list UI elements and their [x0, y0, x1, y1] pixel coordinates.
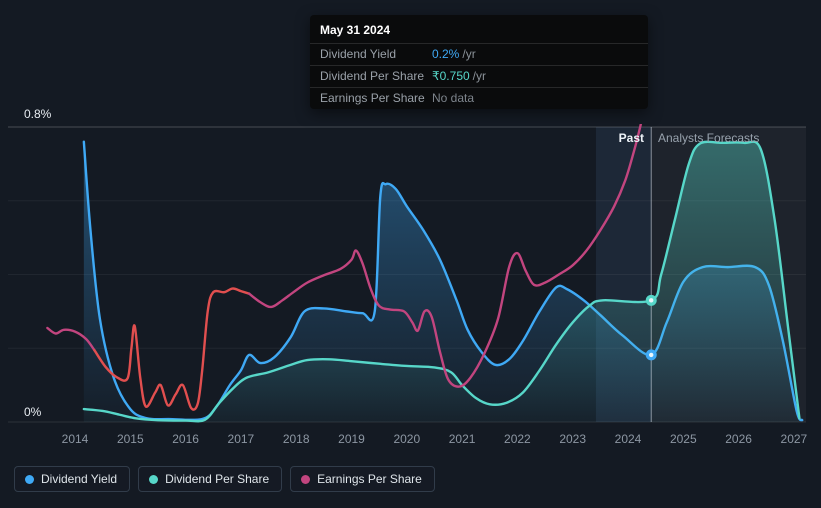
tooltip-row-dividend-per-share: Dividend Per Share ₹0.750 /yr [310, 65, 648, 87]
analysts-forecasts-label: Analysts Forecasts [658, 131, 760, 145]
earnings-per-share-dot-icon [301, 474, 311, 484]
legend-label: Dividend Yield [41, 472, 118, 486]
dividend-yield-value-marker-center [649, 352, 654, 358]
dividend-per-share-area [83, 141, 800, 422]
chart-tooltip: May 31 2024 Dividend Yield 0.2% /yr Divi… [310, 15, 648, 109]
tooltip-label: Dividend Yield [320, 47, 397, 61]
legend-item-dividend-yield[interactable]: Dividend Yield [14, 466, 131, 492]
dividend-per-share-value-marker-center [649, 298, 654, 303]
y-axis-top-label: 0.8% [24, 107, 52, 121]
tooltip-date: May 31 2024 [320, 23, 391, 37]
tooltip-value-suffix: /yr [462, 47, 476, 61]
legend-item-dividend-per-share[interactable]: Dividend Per Share [138, 466, 283, 492]
tooltip-row-earnings-per-share: Earnings Per Share No data [310, 87, 648, 109]
dividend-per-share-dot-icon [149, 474, 159, 484]
dividend-yield-dot-icon [25, 474, 34, 484]
tooltip-value-suffix: /yr [472, 69, 487, 83]
legend-item-earnings-per-share[interactable]: Earnings Per Share [290, 466, 435, 492]
earnings-per-share-line [46, 326, 96, 352]
tooltip-row-dividend-yield: Dividend Yield 0.2% /yr [310, 43, 648, 65]
chart-legend: Dividend Yield Dividend Per Share Earnin… [14, 466, 435, 492]
y-axis-bottom-label: 0% [24, 405, 42, 419]
tooltip-value: No data [432, 91, 475, 105]
earnings-per-share-line [247, 124, 643, 388]
legend-label: Earnings Per Share [317, 472, 422, 486]
tooltip-value: ₹0.750 [432, 69, 470, 83]
tooltip-label: Earnings Per Share [320, 91, 425, 105]
dividend-per-share-line [82, 140, 801, 423]
past-label: Past [618, 131, 644, 145]
tooltip-label: Dividend Per Share [320, 69, 425, 83]
earnings-per-share-line [93, 287, 251, 411]
tooltip-value: 0.2% [432, 47, 460, 61]
legend-label: Dividend Per Share [165, 472, 270, 486]
